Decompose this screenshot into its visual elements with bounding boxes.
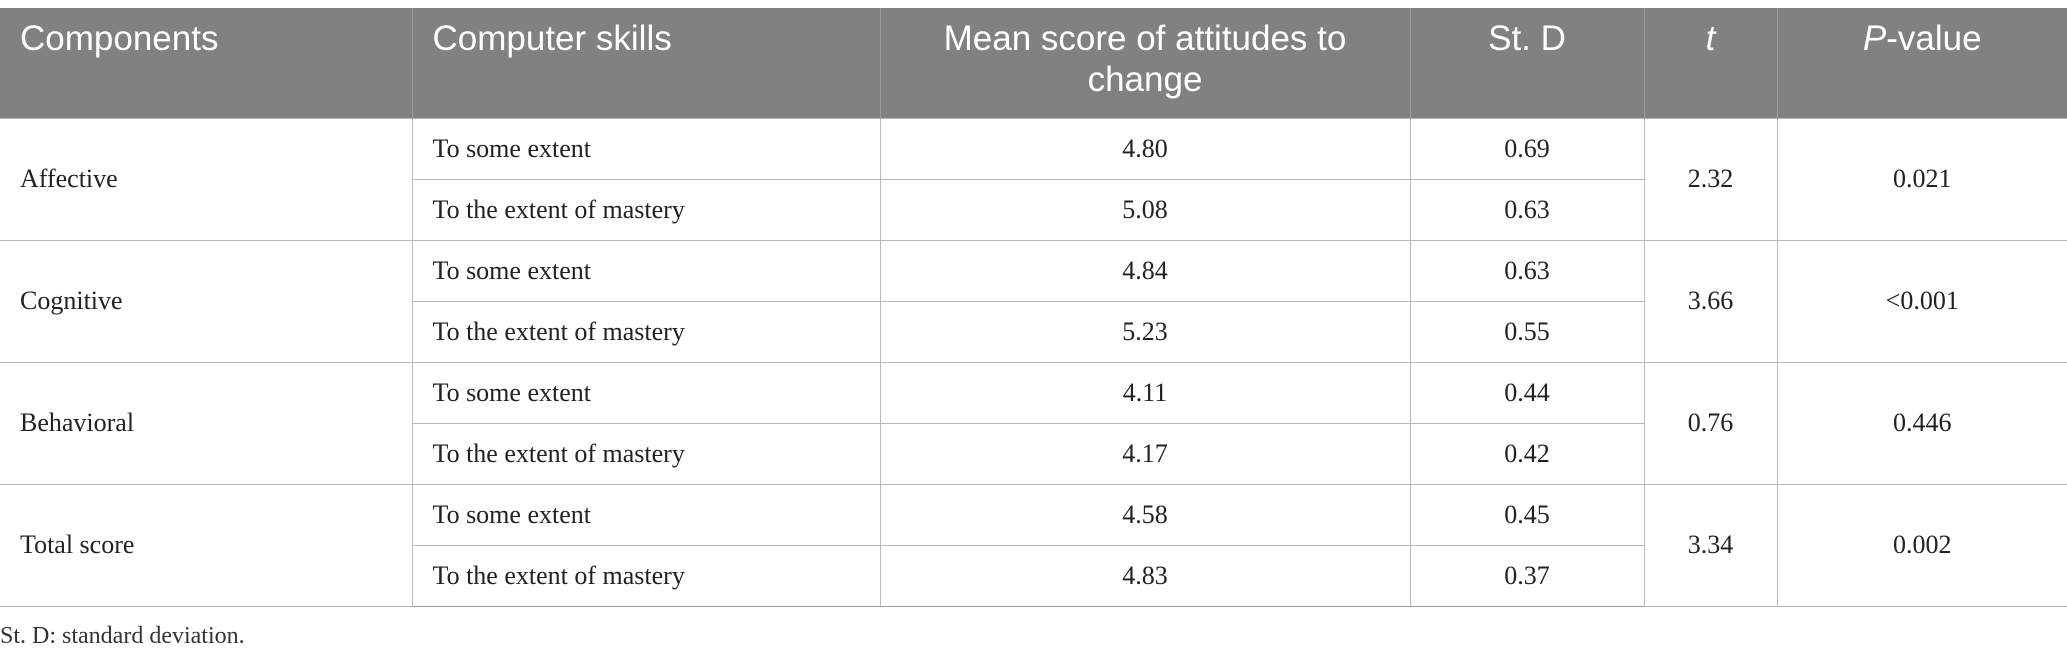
sd-cell: 0.63 xyxy=(1409,178,1644,241)
table-row: Total score To some extent 4.58 0.45 3.3… xyxy=(0,483,2067,607)
table-row: To the extent of mastery 5.08 0.63 xyxy=(0,178,2067,241)
table-row: Affective To some extent 4.80 0.69 2.32 … xyxy=(0,117,2067,241)
skill-cell: To some extent xyxy=(411,483,881,546)
results-table-container: Components Computer skills Mean score of… xyxy=(0,8,2067,607)
skill-cell: To some extent xyxy=(411,361,881,424)
p-cell: 0.021 xyxy=(1776,117,2067,241)
sd-cell: 0.37 xyxy=(1409,544,1644,607)
mean-cell: 4.58 xyxy=(879,483,1411,546)
header-mean-score: Mean score of attitudes to change xyxy=(879,8,1410,118)
skill-cell: To the extent of mastery xyxy=(412,178,881,241)
header-p-value: P-value xyxy=(1776,8,2067,118)
results-table: Components Computer skills Mean score of… xyxy=(0,8,2067,607)
skill-cell: To the extent of mastery xyxy=(412,544,881,607)
p-cell: 0.002 xyxy=(1776,483,2067,607)
header-computer-skills: Computer skills xyxy=(411,8,880,118)
p-cell: 0.446 xyxy=(1776,361,2067,485)
table-row: To the extent of mastery 5.23 0.55 xyxy=(0,300,2067,363)
header-row: Components Computer skills Mean score of… xyxy=(0,8,2067,118)
sd-cell: 0.45 xyxy=(1409,483,1645,546)
table-row: To the extent of mastery 4.83 0.37 xyxy=(0,544,2067,607)
skill-cell: To some extent xyxy=(411,239,881,302)
header-components: Components xyxy=(0,8,412,118)
mean-cell: 5.23 xyxy=(879,300,1411,363)
table-row: Cognitive To some extent 4.84 0.63 3.66 … xyxy=(0,239,2067,363)
p-cell: <0.001 xyxy=(1776,239,2067,363)
component-cell: Total score xyxy=(0,483,413,607)
mean-cell: 5.08 xyxy=(879,178,1411,241)
header-t-label: t xyxy=(1705,19,1716,58)
mean-cell: 4.84 xyxy=(879,239,1411,302)
component-cell: Behavioral xyxy=(0,361,413,485)
mean-cell: 4.17 xyxy=(879,422,1411,485)
table-header: Components Computer skills Mean score of… xyxy=(0,8,2067,118)
table-body: Affective To some extent 4.80 0.69 2.32 … xyxy=(0,117,2067,607)
table-footnote: St. D: standard deviation. xyxy=(0,623,245,649)
header-t: t xyxy=(1643,8,1777,118)
sd-cell: 0.44 xyxy=(1409,361,1645,424)
mean-cell: 4.11 xyxy=(879,361,1411,424)
skill-cell: To the extent of mastery xyxy=(412,422,881,485)
sd-cell: 0.42 xyxy=(1409,422,1644,485)
sd-cell: 0.63 xyxy=(1409,239,1645,302)
t-cell: 3.34 xyxy=(1643,483,1778,607)
skill-cell: To the extent of mastery xyxy=(412,300,881,363)
mean-cell: 4.80 xyxy=(879,117,1411,180)
t-cell: 0.76 xyxy=(1643,361,1778,485)
sd-cell: 0.69 xyxy=(1409,117,1645,180)
mean-cell: 4.83 xyxy=(879,544,1411,607)
t-cell: 3.66 xyxy=(1643,239,1778,363)
header-p-italic: P xyxy=(1862,19,1887,58)
component-cell: Affective xyxy=(0,117,413,241)
table-row: Behavioral To some extent 4.11 0.44 0.76… xyxy=(0,361,2067,485)
header-p-rest: -value xyxy=(1886,19,1982,58)
sd-cell: 0.55 xyxy=(1409,300,1644,363)
header-std: St. D xyxy=(1409,8,1644,118)
skill-cell: To some extent xyxy=(411,117,881,180)
component-cell: Cognitive xyxy=(0,239,413,363)
t-cell: 2.32 xyxy=(1643,117,1778,241)
